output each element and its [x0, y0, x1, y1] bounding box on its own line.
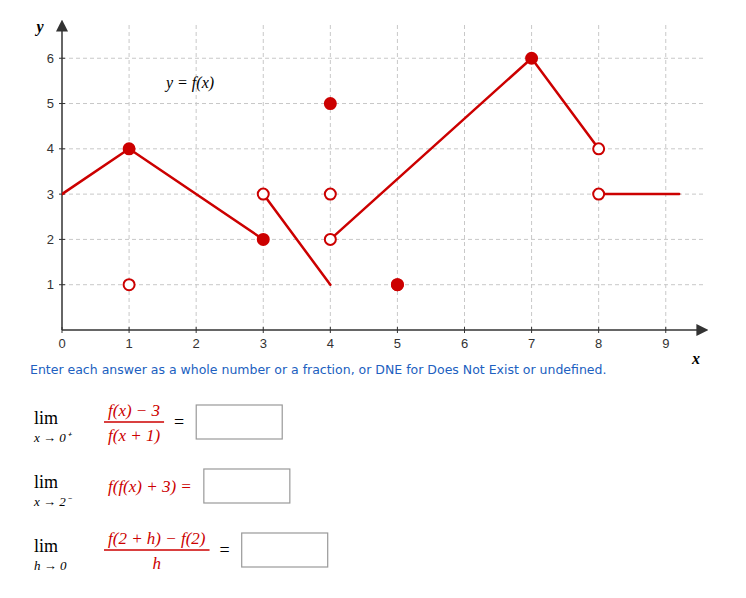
x-tick-label: 9 [662, 336, 669, 351]
grid-line-x [665, 22, 666, 330]
answer-box[interactable] [242, 533, 328, 567]
equals-sign: = [220, 540, 230, 560]
x-tick [330, 327, 331, 333]
grid-line-x [531, 22, 532, 330]
y-tick [59, 148, 65, 149]
x-tick [129, 327, 130, 333]
lines [62, 58, 679, 284]
limit-row: lim h → 0 f(2 + h) − f(2) h = [34, 529, 328, 573]
lim-word: lim [34, 536, 58, 556]
open-point [325, 189, 336, 200]
grid-line-x [263, 22, 264, 330]
graph-label: y = f(x) [164, 74, 214, 92]
y-tick [59, 103, 65, 104]
plot-area [62, 53, 679, 290]
answer-box[interactable] [196, 405, 282, 439]
line-segment [330, 58, 531, 239]
x-tick [598, 327, 599, 333]
open-point [258, 189, 269, 200]
filled-point [526, 53, 537, 64]
grid-line-y [62, 103, 706, 104]
grid-line-y [62, 148, 706, 149]
axes: 0 1 2 3 4 5 6 7 8 9 1 2 3 4 5 6 x y [34, 18, 706, 367]
x-tick [531, 327, 532, 333]
open-points [124, 143, 605, 290]
y-axis-label: y [34, 18, 44, 36]
grid-line-y [62, 239, 706, 240]
x-tick-label: 0 [58, 336, 65, 351]
answer-box[interactable] [204, 469, 290, 503]
numerator: f(2 + h) − f(2) [108, 529, 206, 548]
x-tick [62, 327, 63, 333]
line-segment [263, 194, 330, 285]
open-point [325, 234, 336, 245]
y-tick [59, 58, 65, 59]
lim-subscript: x → 0⁺ [33, 430, 72, 445]
limit-expression: f(f(x) + 3) = [108, 477, 192, 496]
y-tick-label: 2 [47, 232, 54, 247]
x-tick-label: 1 [125, 336, 132, 351]
x-axis-label: x [691, 350, 700, 367]
filled-point [124, 143, 135, 154]
open-point [593, 189, 604, 200]
y-tick [59, 284, 65, 285]
lim-word: lim [34, 408, 58, 428]
filled-points [124, 53, 538, 290]
equals-sign: = [174, 412, 184, 432]
open-point [392, 279, 403, 290]
y-tick-label: 1 [47, 277, 54, 292]
denominator: h [153, 554, 162, 573]
line-segment [532, 58, 599, 149]
denominator: f(x + 1) [108, 426, 160, 445]
line-segment [129, 149, 263, 240]
x-tick [196, 327, 197, 333]
line-segment [599, 193, 680, 196]
x-tick-label: 4 [327, 336, 334, 351]
y-tick-label: 4 [47, 141, 54, 156]
x-tick-label: 6 [461, 336, 468, 351]
chart: 0 1 2 3 4 5 6 7 8 9 1 2 3 4 5 6 x y y = f(x) Enter each ans… [0, 0, 746, 598]
limit-row: lim x → 0⁺ f(x) − 3 f(x + 1) = [33, 401, 282, 445]
y-axis-line [61, 22, 63, 330]
questions: Enter each answer as a whole number or a… [30, 362, 606, 573]
x-tick-label: 3 [260, 336, 267, 351]
filled-point [392, 279, 403, 290]
x-tick-label: 5 [394, 336, 401, 351]
open-point [593, 143, 604, 154]
grid-line-y [62, 58, 706, 59]
open-point [124, 279, 135, 290]
y-tick-label: 5 [47, 96, 54, 111]
y-tick-label: 3 [47, 187, 54, 202]
instruction: Enter each answer as a whole number or a… [30, 362, 606, 377]
lim-word: lim [34, 472, 58, 492]
x-tick [464, 327, 465, 333]
grid-line-y [62, 284, 706, 285]
fraction-bar [104, 549, 210, 550]
filled-point [325, 98, 336, 109]
x-tick-label: 2 [193, 336, 200, 351]
x-tick [665, 327, 666, 333]
x-tick [263, 327, 264, 333]
grid [62, 22, 706, 330]
x-axis-line [62, 329, 706, 331]
grid-line-x [464, 22, 465, 330]
grid-line-x [598, 22, 599, 330]
line-segment [62, 149, 129, 194]
lim-subscript: x → 2⁻ [33, 494, 72, 509]
x-tick-label: 8 [595, 336, 602, 351]
filled-point [258, 234, 269, 245]
lim-subscript: h → 0 [34, 558, 67, 573]
numerator: f(x) − 3 [108, 401, 160, 420]
limit-row: lim x → 2⁻ f(f(x) + 3) = [33, 469, 290, 509]
fraction-bar [104, 421, 164, 422]
y-tick-label: 6 [47, 51, 54, 66]
x-tick [397, 327, 398, 333]
grid-line-x [196, 22, 197, 330]
y-tick [59, 239, 65, 240]
grid-line-y [62, 194, 706, 195]
x-tick-label: 7 [528, 336, 535, 351]
